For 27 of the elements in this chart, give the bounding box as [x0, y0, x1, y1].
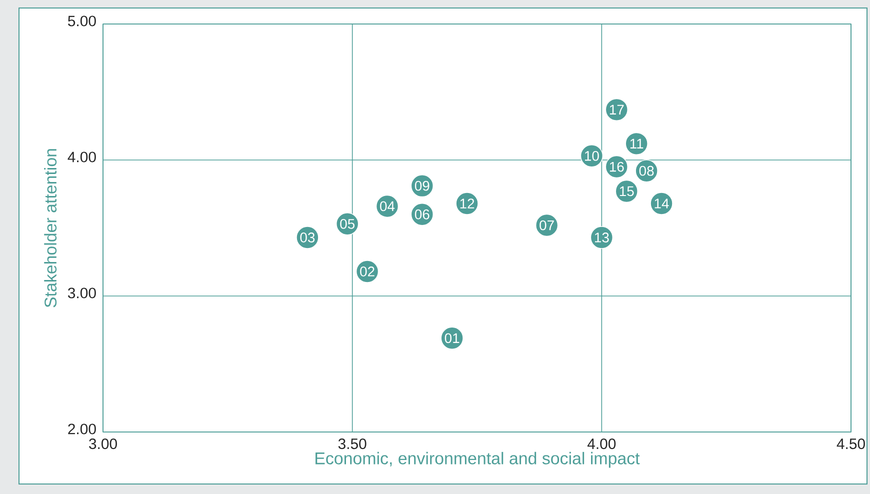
- x-axis-title: Economic, environmental and social impact: [316, 452, 640, 468]
- annotation: 16: [610, 162, 624, 172]
- annotation: 03: [300, 232, 315, 242]
- annotation: 07: [540, 220, 554, 230]
- y-tick-label: 5.00: [68, 16, 96, 26]
- x-tick-label: 3.00: [89, 438, 117, 450]
- annotation: 12: [460, 198, 474, 208]
- annotation: 09: [414, 180, 430, 191]
- annotation: 17: [610, 104, 624, 114]
- y-tick-label: 3.00: [68, 288, 96, 298]
- x-tick-label: 4.50: [836, 438, 865, 450]
- annotation: 15: [620, 186, 634, 196]
- y-tick-label: 2.00: [68, 424, 96, 434]
- annotation: 04: [380, 201, 395, 212]
- annotation: 05: [340, 218, 355, 229]
- annotation: 06: [414, 209, 430, 220]
- annotation: 14: [654, 198, 669, 208]
- x-tick-label: 4.00: [587, 438, 616, 450]
- annotation: 02: [360, 266, 374, 276]
- annotation: 11: [630, 138, 644, 148]
- y-axis-title: Stakeholder attention: [44, 149, 57, 308]
- annotation: 08: [639, 166, 654, 176]
- annotation: 01: [444, 333, 460, 344]
- y-tick-label: 4.00: [68, 152, 96, 162]
- annotation: 13: [594, 232, 609, 242]
- annotation: 10: [585, 150, 599, 161]
- x-tick-label: 3.50: [338, 438, 366, 450]
